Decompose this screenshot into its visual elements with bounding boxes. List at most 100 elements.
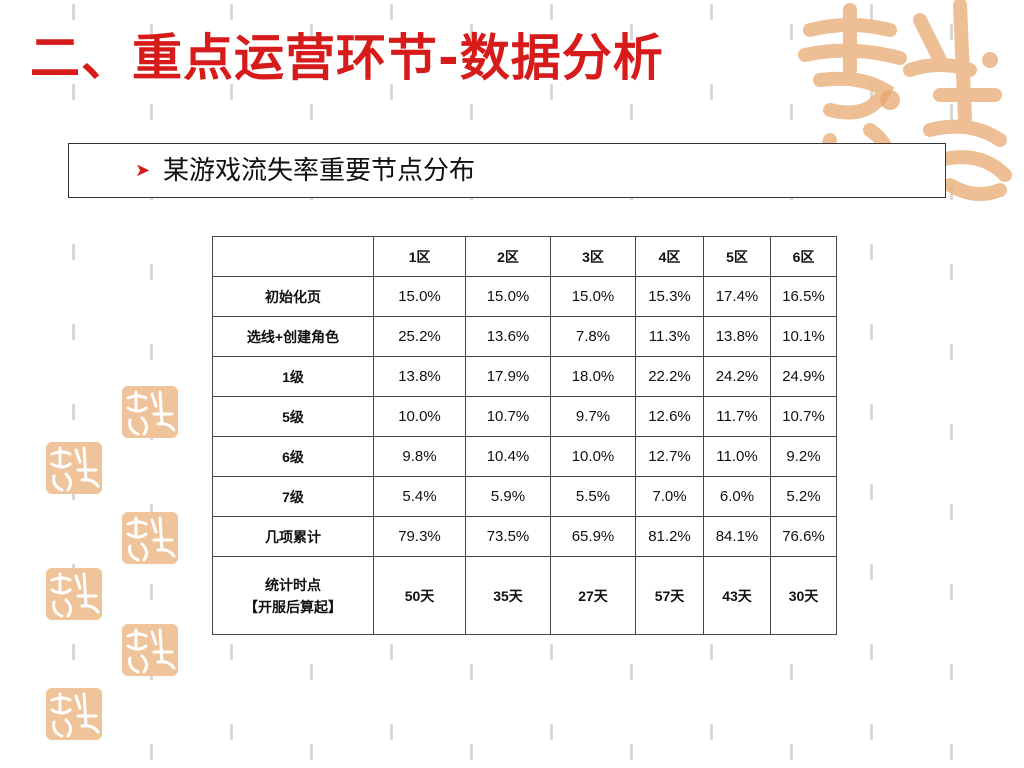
table-cell: 18.0% <box>550 356 636 397</box>
background-dash <box>950 424 953 440</box>
background-dash <box>870 404 873 420</box>
row-label: 选线+创建角色 <box>212 316 374 357</box>
table-cell: 5.5% <box>550 476 636 517</box>
table-cell: 15.0% <box>550 276 636 317</box>
background-dash <box>870 724 873 740</box>
table-cell: 12.6% <box>635 396 704 437</box>
background-dash <box>950 744 953 760</box>
background-dash <box>150 744 153 760</box>
auspicious-seal-icon <box>46 568 102 620</box>
table-cell: 12.7% <box>635 436 704 477</box>
background-dash <box>230 724 233 740</box>
background-dash <box>72 404 75 420</box>
background-dash <box>390 644 393 660</box>
table-cell: 6.0% <box>703 476 771 517</box>
table-cell: 5.4% <box>373 476 466 517</box>
table-header-cell: 6区 <box>770 236 837 277</box>
background-dash <box>150 584 153 600</box>
table-cell: 65.9% <box>550 516 636 557</box>
table-row: 5级 10.0% 10.7% 9.7% 12.6% 11.7% 10.7% <box>212 396 837 437</box>
table-cell: 5.2% <box>770 476 837 517</box>
background-dash <box>390 724 393 740</box>
table-cell: 57天 <box>635 556 704 635</box>
background-dash <box>230 4 233 20</box>
background-dash <box>870 644 873 660</box>
row-label-line: 统计时点 <box>265 576 321 593</box>
background-dash <box>72 244 75 260</box>
table-cell: 10.0% <box>373 396 466 437</box>
table-cell: 10.7% <box>465 396 551 437</box>
table-cell: 10.4% <box>465 436 551 477</box>
subtitle-text: 某游戏流失率重要节点分布 <box>163 156 476 186</box>
table-cell: 16.5% <box>770 276 837 317</box>
background-dash <box>950 664 953 680</box>
churn-rate-table: 1区 2区 3区 4区 5区 6区 初始化页 15.0% 15.0% 15.0%… <box>212 236 837 635</box>
table-cell: 9.8% <box>373 436 466 477</box>
background-dash <box>870 244 873 260</box>
table-header-cell: 1区 <box>373 236 466 277</box>
row-label: 7级 <box>212 476 374 517</box>
table-cell: 7.0% <box>635 476 704 517</box>
table-cell: 84.1% <box>703 516 771 557</box>
background-dash <box>150 104 153 120</box>
background-dash <box>550 724 553 740</box>
subtitle-box: ➤ 某游戏流失率重要节点分布 <box>68 143 946 198</box>
background-dash <box>310 664 313 680</box>
table-cell: 24.9% <box>770 356 837 397</box>
row-label: 初始化页 <box>212 276 374 317</box>
background-dash <box>550 4 553 20</box>
auspicious-seal-icon <box>46 442 102 494</box>
table-cell: 15.0% <box>373 276 466 317</box>
table-cell: 11.3% <box>635 316 704 357</box>
background-dash <box>870 324 873 340</box>
table-cell: 24.2% <box>703 356 771 397</box>
table-cell: 79.3% <box>373 516 466 557</box>
table-cell: 11.0% <box>703 436 771 477</box>
row-label: 5级 <box>212 396 374 437</box>
table-row: 统计时点 【开服后算起】 50天 35天 27天 57天 43天 30天 <box>212 556 837 635</box>
table-header-cell: 4区 <box>635 236 704 277</box>
background-dash <box>150 264 153 280</box>
background-dash <box>72 4 75 20</box>
background-dash <box>630 664 633 680</box>
background-dash <box>710 644 713 660</box>
table-cell: 22.2% <box>635 356 704 397</box>
table-row: 几项累计 79.3% 73.5% 65.9% 81.2% 84.1% 76.6% <box>212 516 837 557</box>
background-dash <box>310 744 313 760</box>
table-cell: 7.8% <box>550 316 636 357</box>
auspicious-seal-icon <box>122 512 178 564</box>
table-header-cell: 5区 <box>703 236 771 277</box>
table-row: 1级 13.8% 17.9% 18.0% 22.2% 24.2% 24.9% <box>212 356 837 397</box>
table-cell: 27天 <box>550 556 636 635</box>
background-dash <box>790 664 793 680</box>
table-cell: 9.2% <box>770 436 837 477</box>
background-dash <box>870 484 873 500</box>
table-cell: 13.6% <box>465 316 551 357</box>
auspicious-seal-icon <box>46 688 102 740</box>
background-dash <box>950 504 953 520</box>
table-header-cell <box>212 236 374 277</box>
table-cell: 15.0% <box>465 276 551 317</box>
table-cell: 9.7% <box>550 396 636 437</box>
row-label: 6级 <box>212 436 374 477</box>
background-dash <box>550 644 553 660</box>
background-dash <box>230 644 233 660</box>
table-cell: 73.5% <box>465 516 551 557</box>
background-dash <box>790 744 793 760</box>
background-dash <box>710 4 713 20</box>
row-label: 1级 <box>212 356 374 397</box>
table-cell: 17.9% <box>465 356 551 397</box>
row-label-line: 【开服后算起】 <box>244 598 342 615</box>
table-row: 初始化页 15.0% 15.0% 15.0% 15.3% 17.4% 16.5% <box>212 276 837 317</box>
page-title: 二、重点运营环节-数据分析 <box>30 29 664 87</box>
table-row: 选线+创建角色 25.2% 13.6% 7.8% 11.3% 13.8% 10.… <box>212 316 837 357</box>
background-dash <box>72 644 75 660</box>
table-cell: 10.0% <box>550 436 636 477</box>
auspicious-seal-icon <box>122 386 178 438</box>
table-cell: 13.8% <box>703 316 771 357</box>
auspicious-seal-icon <box>122 624 178 676</box>
table-cell: 5.9% <box>465 476 551 517</box>
table-cell: 43天 <box>703 556 771 635</box>
background-dash <box>950 584 953 600</box>
table-row: 6级 9.8% 10.4% 10.0% 12.7% 11.0% 9.2% <box>212 436 837 477</box>
